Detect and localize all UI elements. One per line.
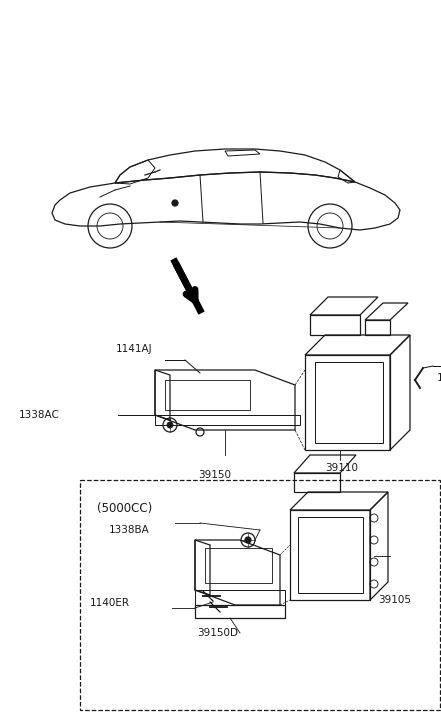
Circle shape	[172, 200, 178, 206]
Text: 39150D: 39150D	[198, 628, 239, 638]
Bar	[80, 480, 440, 710]
Text: 39110: 39110	[325, 463, 358, 473]
Text: 1338BA: 1338BA	[109, 525, 150, 535]
Text: 1141AJ: 1141AJ	[116, 344, 152, 354]
Circle shape	[245, 537, 251, 543]
Text: 11407: 11407	[437, 373, 441, 383]
Text: 1338AC: 1338AC	[19, 410, 60, 420]
Text: 39105: 39105	[378, 595, 411, 605]
Text: 1140ER: 1140ER	[90, 598, 130, 608]
Text: 39150: 39150	[198, 470, 232, 480]
Circle shape	[167, 422, 173, 428]
Text: (5000CC): (5000CC)	[97, 502, 152, 515]
